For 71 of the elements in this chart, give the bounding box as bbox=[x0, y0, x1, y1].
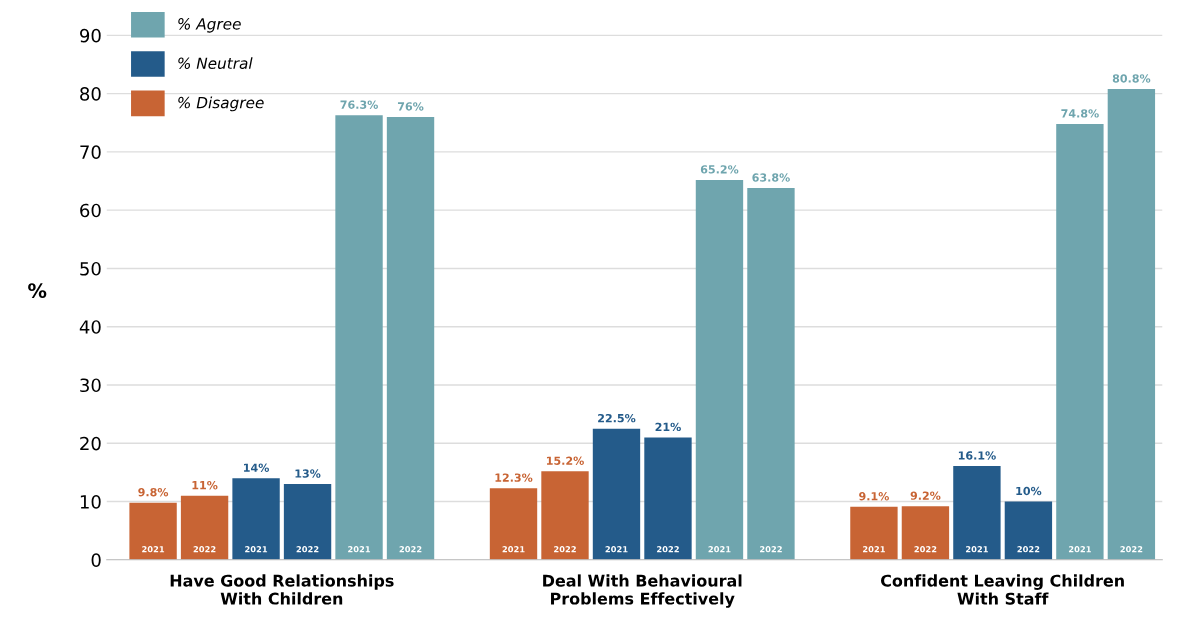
y-tick-label: 10 bbox=[80, 494, 101, 509]
x-tick-label: 2021 bbox=[965, 546, 988, 553]
x-tick-label: 2021 bbox=[708, 546, 731, 553]
data-label: 80.8% bbox=[1112, 74, 1151, 83]
y-tick-label: 0 bbox=[91, 553, 101, 567]
x-tick-label: 2022 bbox=[554, 546, 576, 553]
x-tick-label: 2021 bbox=[245, 546, 268, 553]
data-label: 15.2% bbox=[546, 456, 584, 465]
y-tick-label: 20 bbox=[80, 436, 101, 451]
bar bbox=[489, 488, 538, 560]
bar bbox=[180, 495, 229, 560]
data-label: 9.8% bbox=[138, 487, 169, 497]
x-tick-label: 2022 bbox=[296, 546, 319, 553]
data-label: 9.1% bbox=[859, 492, 889, 501]
text: Have Good Relationships With Children bbox=[170, 574, 394, 605]
bar bbox=[541, 471, 589, 560]
bar bbox=[386, 116, 435, 560]
bar bbox=[747, 188, 795, 560]
data-label: 21% bbox=[655, 422, 681, 432]
bar bbox=[1004, 501, 1053, 560]
y-tick-label: 80 bbox=[80, 87, 101, 101]
bar bbox=[1107, 88, 1156, 560]
text: Deal With Behavioural Problems Effectively bbox=[543, 574, 742, 608]
x-tick-label: 2022 bbox=[914, 546, 937, 553]
x-tick-label: 2022 bbox=[1120, 546, 1143, 553]
data-label: 65.2% bbox=[700, 165, 739, 174]
bar bbox=[901, 506, 950, 560]
x-tick-label: 2022 bbox=[1017, 546, 1040, 553]
y-tick-label: 70 bbox=[80, 145, 101, 160]
bar bbox=[850, 506, 898, 560]
x-tick-label: 2021 bbox=[605, 546, 628, 553]
y-tick-label: 60 bbox=[80, 203, 101, 218]
x-tick-label: 2021 bbox=[348, 546, 371, 553]
bar bbox=[232, 478, 280, 560]
legend-label: % Agree bbox=[178, 18, 241, 33]
bar bbox=[695, 179, 744, 560]
bar bbox=[1056, 123, 1104, 560]
text: Confident Leaving Children With Staff bbox=[881, 574, 1124, 605]
y-axis-title: % bbox=[28, 283, 47, 298]
x-tick-label: 2021 bbox=[863, 546, 885, 553]
bar bbox=[644, 437, 692, 560]
data-label: 22.5% bbox=[598, 413, 636, 423]
bar bbox=[592, 428, 641, 560]
legend-label: % Disagree bbox=[178, 96, 264, 112]
data-label: 76% bbox=[397, 102, 424, 111]
y-tick-label: 30 bbox=[80, 378, 101, 393]
data-label: 63.8% bbox=[752, 173, 790, 182]
x-tick-label: 2022 bbox=[657, 546, 679, 553]
bar bbox=[335, 115, 383, 560]
legend-label: % Neutral bbox=[178, 57, 253, 70]
y-tick-label: 40 bbox=[79, 320, 101, 334]
bar bbox=[953, 465, 1001, 560]
x-tick-label: 2022 bbox=[399, 546, 422, 553]
y-tick-label: 50 bbox=[80, 261, 101, 276]
x-tick-label: 2022 bbox=[193, 546, 216, 553]
data-label: 16.1% bbox=[958, 451, 996, 460]
data-label: 74.8% bbox=[1061, 109, 1099, 118]
data-label: 9.2% bbox=[910, 491, 941, 500]
x-tick-label: 2021 bbox=[502, 546, 525, 553]
bar bbox=[129, 502, 177, 560]
data-label: 12.3% bbox=[495, 473, 533, 482]
x-tick-label: 2021 bbox=[142, 546, 165, 553]
data-label: 10% bbox=[1016, 486, 1042, 496]
y-tick-label: 90 bbox=[80, 28, 101, 43]
data-label: 14% bbox=[244, 463, 269, 472]
x-tick-label: 2022 bbox=[760, 546, 782, 553]
data-label: 76.3% bbox=[340, 100, 378, 109]
bar bbox=[283, 484, 332, 560]
data-label: 11% bbox=[192, 480, 218, 490]
x-tick-label: 2021 bbox=[1068, 546, 1091, 553]
data-label: 13% bbox=[295, 469, 321, 478]
